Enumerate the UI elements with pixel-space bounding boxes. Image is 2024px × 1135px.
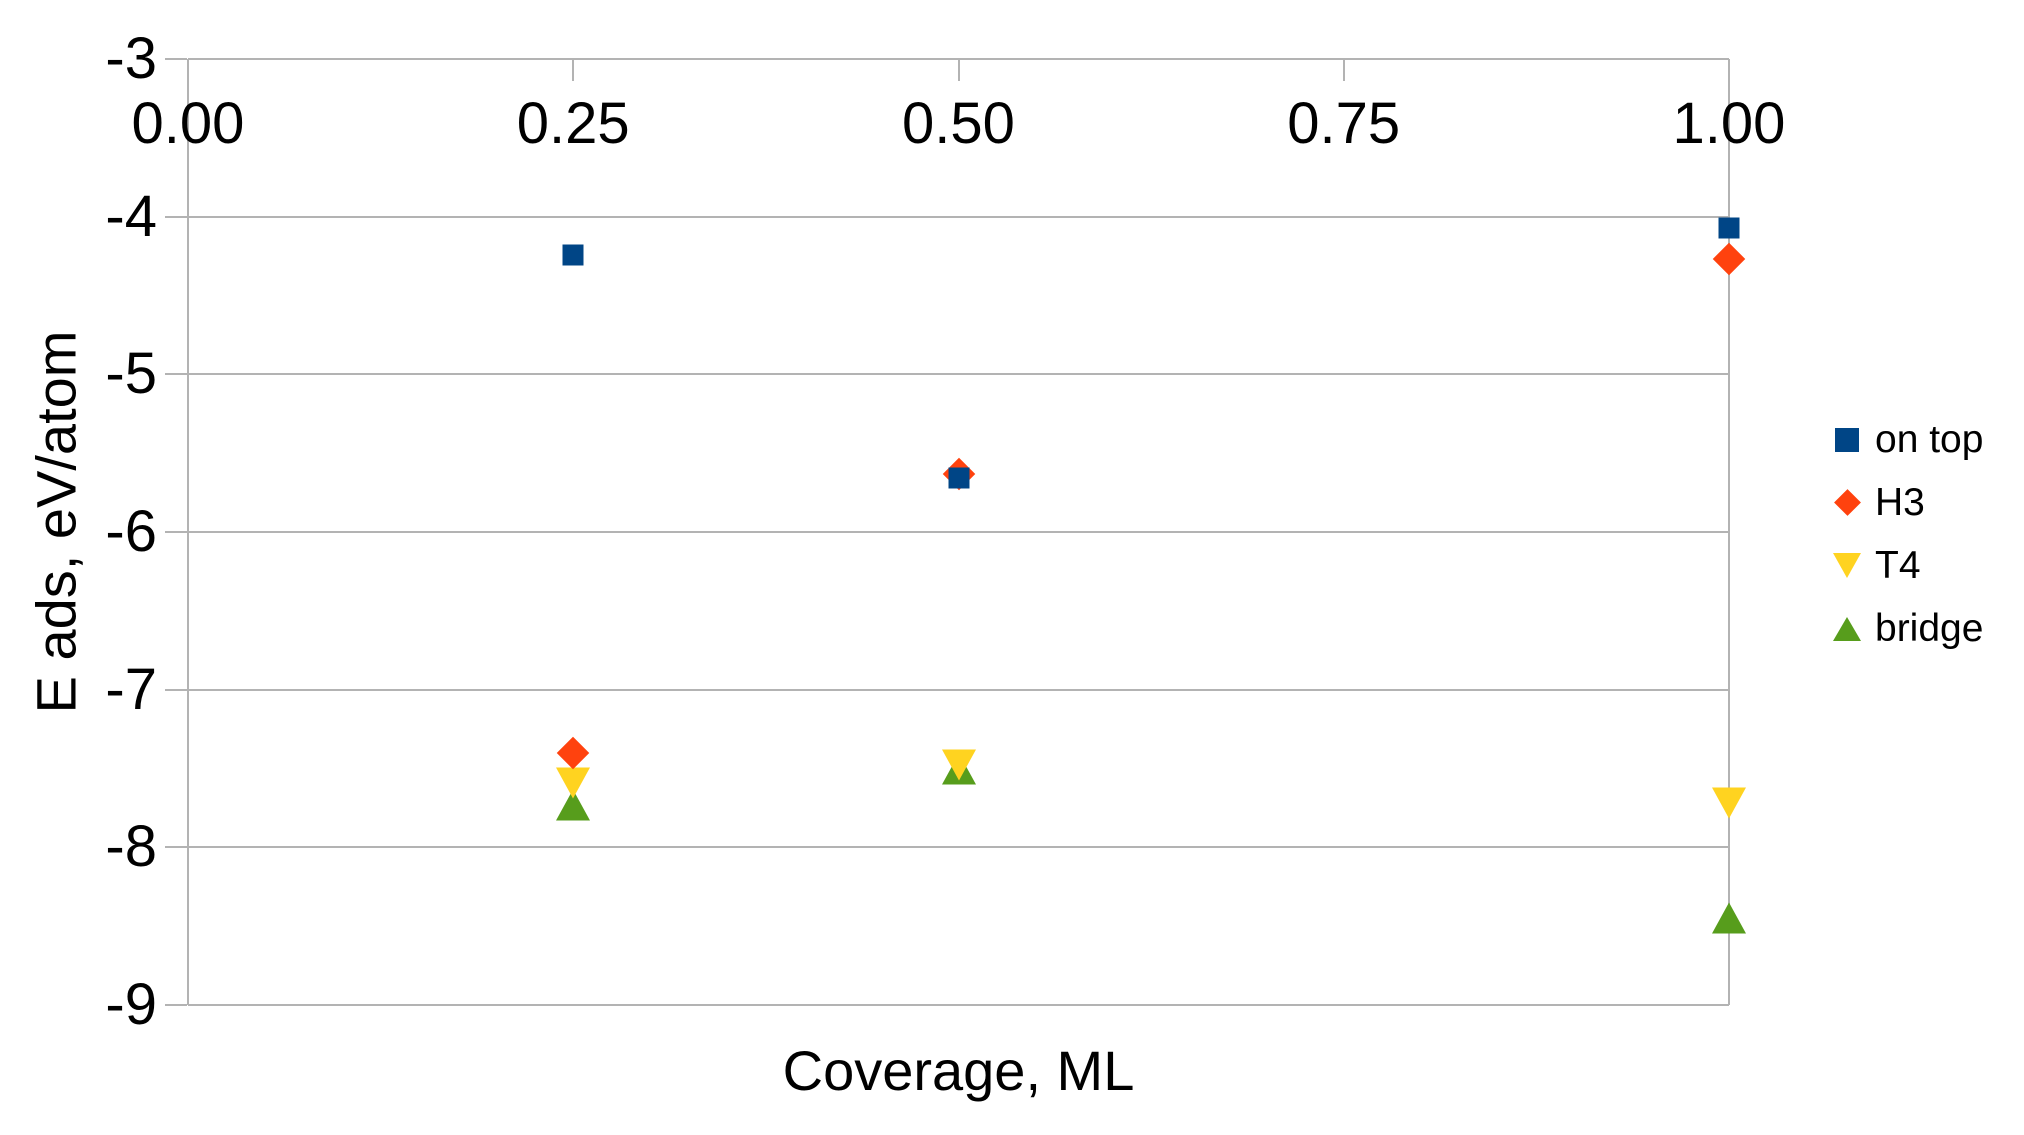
x-tick-label: 0.50	[902, 91, 1015, 156]
y-axis-tick	[165, 846, 187, 849]
legend-swatch-bridge	[1832, 616, 1862, 641]
marker-bridge-1	[1712, 902, 1746, 934]
y-axis-tick	[165, 373, 187, 376]
marker-t4-0.5	[941, 749, 976, 781]
x-tick-label: 0.25	[516, 91, 630, 156]
gridline-y--6	[188, 531, 1729, 533]
x-axis-title: Coverage, ML	[782, 1039, 1135, 1102]
on-top-marker-icon	[1835, 427, 1859, 452]
marker-on-top-1	[1718, 217, 1740, 239]
legend-item-h3: H3	[1832, 471, 1983, 534]
marker-on-top-0.5	[948, 467, 969, 489]
bridge-marker-icon	[1833, 616, 1861, 641]
marker-on-top-0.25	[562, 244, 584, 265]
gridline-y--5	[188, 373, 1729, 376]
legend-label-on-top: on top	[1875, 418, 1984, 461]
legend-item-bridge: bridge	[1832, 597, 1983, 660]
y-axis-line	[187, 59, 189, 1005]
legend-item-on-top: on top	[1832, 408, 1983, 471]
gridline-y--9	[188, 1004, 1729, 1006]
y-axis-tick	[165, 215, 187, 218]
plot-right-border	[1728, 59, 1730, 1005]
plot-area: 0.00 0.25 0.50 0.75 1.00	[132, 58, 1785, 1006]
gridline-y--8	[188, 846, 1729, 849]
y-tick-label: -5	[105, 341, 157, 407]
y-axis-tick	[165, 58, 187, 60]
x-tick-label: 1.00	[1672, 91, 1786, 156]
x-axis-tick-0.75	[1342, 59, 1345, 81]
y-tick-label: -7	[105, 656, 157, 722]
legend: on top H3 T4 bridge	[1832, 408, 1983, 660]
marker-h3-0.25	[556, 736, 590, 769]
t4-marker-icon	[1833, 553, 1861, 578]
y-tick-label: -4	[105, 183, 157, 249]
marker-h3-1	[1712, 242, 1746, 276]
legend-swatch-on-top	[1832, 427, 1862, 452]
legend-label-t4: T4	[1875, 544, 1921, 587]
gridline-y--4	[188, 215, 1729, 218]
legend-swatch-h3	[1832, 489, 1862, 516]
y-tick-label: -3	[105, 26, 157, 91]
marker-t4-1	[1712, 787, 1746, 819]
y-tick-label: -9	[105, 972, 157, 1037]
x-tick-label: 0.00	[131, 91, 245, 156]
y-axis-tick	[165, 688, 187, 691]
legend-swatch-t4	[1832, 553, 1862, 578]
x-axis-tick-0.50	[957, 59, 960, 81]
legend-label-bridge: bridge	[1875, 607, 1984, 650]
legend-item-t4: T4	[1832, 534, 1983, 597]
y-axis-tick	[165, 531, 187, 533]
gridline-y--7	[188, 688, 1729, 691]
y-tick-label: -8	[105, 814, 157, 880]
x-tick-label: 0.75	[1287, 91, 1401, 156]
y-axis-tick	[165, 1004, 187, 1006]
x-axis-tick-0.25	[572, 59, 575, 81]
marker-t4-0.25	[556, 767, 591, 799]
y-tick-label: -6	[105, 499, 157, 564]
h3-marker-icon	[1833, 489, 1861, 516]
legend-label-h3: H3	[1875, 481, 1925, 524]
y-axis-title: E ads, eV/atom	[24, 330, 88, 714]
